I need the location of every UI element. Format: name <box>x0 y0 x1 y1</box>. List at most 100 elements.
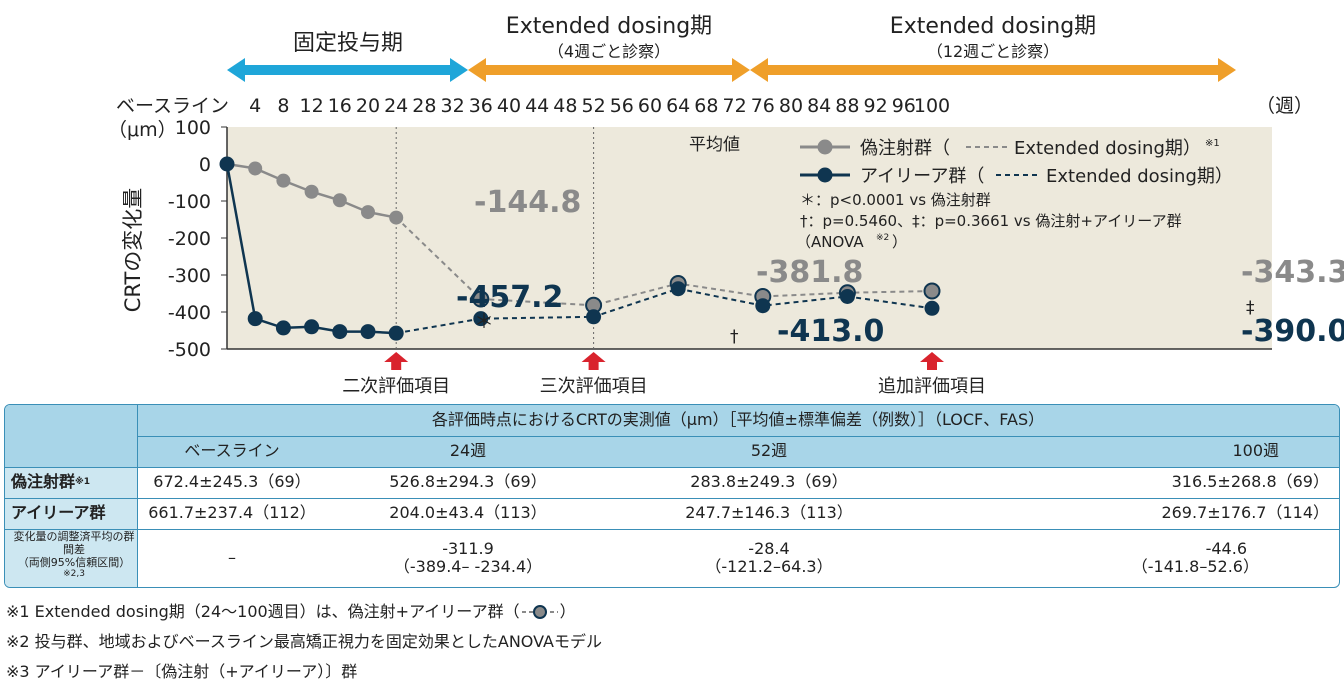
x-tick-label: 44 <box>525 95 549 117</box>
period-title-fixed: 固定投与期 <box>293 31 403 56</box>
period-subtitle-ext1: （4週ごと診察） <box>548 42 670 61</box>
y-tick-label: -500 <box>168 339 211 361</box>
sham-point <box>248 161 263 176</box>
sham-point <box>276 173 291 188</box>
period-subtitle-ext2: （12週ごと診察） <box>927 42 1059 61</box>
x-tick-label: 68 <box>694 95 718 117</box>
diff-week100: -44.6 （-141.8–52.6） <box>1131 538 1259 576</box>
sham-legend-icon <box>521 605 558 619</box>
sham-point <box>389 210 404 225</box>
stat-note-2: †：p=0.5460、‡：p=0.3661 vs 偽注射+アイリーア群 <box>800 212 1182 230</box>
x-tick-label: ベースライン <box>116 95 229 117</box>
crt-table: 各評価時点におけるCRTの実測値（μm）［平均値±標準偏差（例数）］（LOCF、… <box>4 404 1340 588</box>
afl-point <box>586 309 602 325</box>
dagger-mark: † <box>730 327 739 347</box>
x-tick-label: 100 <box>914 95 950 117</box>
eval-arrow-icon <box>581 352 606 370</box>
legend-sham-note: ※1 <box>1205 138 1220 149</box>
x-tick-label: 52 <box>582 95 606 117</box>
period-title-ext1: Extended dosing期 <box>506 14 712 39</box>
col-week100: 100週 <box>929 436 1339 467</box>
table-title: 各評価時点におけるCRTの実測値（μm）［平均値±標準偏差（例数）］（LOCF、… <box>137 405 1339 436</box>
x-tick-label: 88 <box>835 95 859 117</box>
mean-label: 平均値 <box>689 135 740 155</box>
eval-arrow-icon <box>384 352 409 370</box>
afl-point <box>755 298 771 314</box>
legend-afl-label: アイリーア群（ <box>860 166 984 187</box>
period-title-ext2: Extended dosing期 <box>890 14 1096 39</box>
afl-point <box>304 319 320 335</box>
plot-area <box>227 127 1272 349</box>
afl-point <box>839 288 855 304</box>
stat-note-3: （ANOVA <box>796 233 864 251</box>
x-tick-label: 12 <box>300 95 324 117</box>
sham-label-52: -381.8 <box>756 255 863 290</box>
diff-week52: -28.4 （-121.2–64.3） <box>705 538 833 576</box>
period-arrow-ext1 <box>468 58 750 82</box>
sham-point <box>332 193 347 208</box>
sham-point <box>472 290 490 308</box>
afl-point <box>670 281 686 297</box>
y-tick-label: -400 <box>168 302 211 324</box>
sham-label-100: -343.3 <box>1241 255 1344 290</box>
afl-point <box>275 320 291 336</box>
y-unit-label: （μm） <box>108 119 177 141</box>
footnote-2: ※2 投与群、地域およびベースライン最高矯正視力を固定効果としたANOVAモデル <box>6 632 602 651</box>
x-tick-label: 20 <box>356 95 380 117</box>
x-tick-label: 32 <box>441 95 465 117</box>
sham-week100: 316.5±268.8（69） <box>1171 472 1329 492</box>
afl-label-100: -390.0 <box>1241 314 1344 349</box>
afl-point <box>388 325 404 341</box>
eval-label: 二次評価項目 <box>342 376 450 397</box>
afl-label-52: -413.0 <box>777 314 884 349</box>
legend-afl-suffix: Extended dosing期） <box>1046 166 1233 187</box>
x-tick-label: 92 <box>864 95 888 117</box>
x-tick-label: 56 <box>610 95 634 117</box>
x-tick-label: 96 <box>892 95 916 117</box>
legend-sham-label: 偽注射群（ <box>860 138 950 159</box>
x-tick-label: 36 <box>469 95 493 117</box>
legend-sham-suffix: Extended dosing期） <box>1014 138 1201 159</box>
period-arrow-ext2 <box>750 58 1236 82</box>
afl-point <box>219 156 235 172</box>
diff-baseline: – <box>228 547 236 567</box>
legend-sham-marker <box>817 139 833 155</box>
afl-baseline: 661.7±237.4（112） <box>148 503 316 523</box>
stat-note-1: ＊：p<0.0001 vs 偽注射群 <box>800 191 991 209</box>
x-unit-label: （週） <box>1256 95 1313 117</box>
diff-week24: -311.9 （-389.4– -234.4） <box>393 538 543 576</box>
stat-note-3-end: ） <box>892 233 907 251</box>
x-tick-label: 24 <box>384 95 408 117</box>
afl-week52: 247.7±146.3（113） <box>685 503 853 523</box>
x-tick-label: 80 <box>779 95 803 117</box>
x-tick-label: 28 <box>412 95 436 117</box>
y-tick-label: -200 <box>168 228 211 250</box>
sham-point <box>304 184 319 199</box>
crt-change-chart: 100 0 -100 -200 -300 -400 -500 （μm） CRTの変化量 ベースライ… <box>108 14 1344 397</box>
stat-note-3-sup: ※2 <box>876 233 889 243</box>
x-tick-label: 60 <box>638 95 662 117</box>
y-tick-label: -300 <box>168 265 211 287</box>
table-corner <box>5 405 137 467</box>
ddagger-mark: ‡ <box>1246 298 1255 318</box>
x-tick-label: 76 <box>751 95 775 117</box>
afl-week100: 269.7±176.7（114） <box>1161 503 1329 523</box>
row-label-diff: 変化量の調整済平均の群間差 （両側95%信頼区間）※2,3 <box>5 529 137 587</box>
afl-point <box>924 300 940 316</box>
row-label-sham: 偽注射群 ※1 <box>5 467 137 498</box>
y-tick-label: -100 <box>168 191 211 213</box>
period-arrow-fixed <box>227 58 468 82</box>
row-label-aflibercept: アイリーア群 <box>5 498 137 529</box>
col-baseline: ベースライン <box>137 436 327 467</box>
y-tick-label: 100 <box>175 117 211 139</box>
x-tick-label: 8 <box>277 95 289 117</box>
sham-week24: 526.8±294.3（69） <box>389 472 547 492</box>
afl-label-24: -457.2 <box>456 280 563 315</box>
col-week24: 24週 <box>327 436 609 467</box>
y-tick-label: 0 <box>199 154 211 176</box>
sham-baseline: 672.4±245.3（69） <box>153 472 311 492</box>
x-tick-label: 16 <box>328 95 352 117</box>
x-tick-label: 72 <box>723 95 747 117</box>
x-tick-label: 84 <box>807 95 831 117</box>
sham-label-24: -144.8 <box>474 185 581 220</box>
